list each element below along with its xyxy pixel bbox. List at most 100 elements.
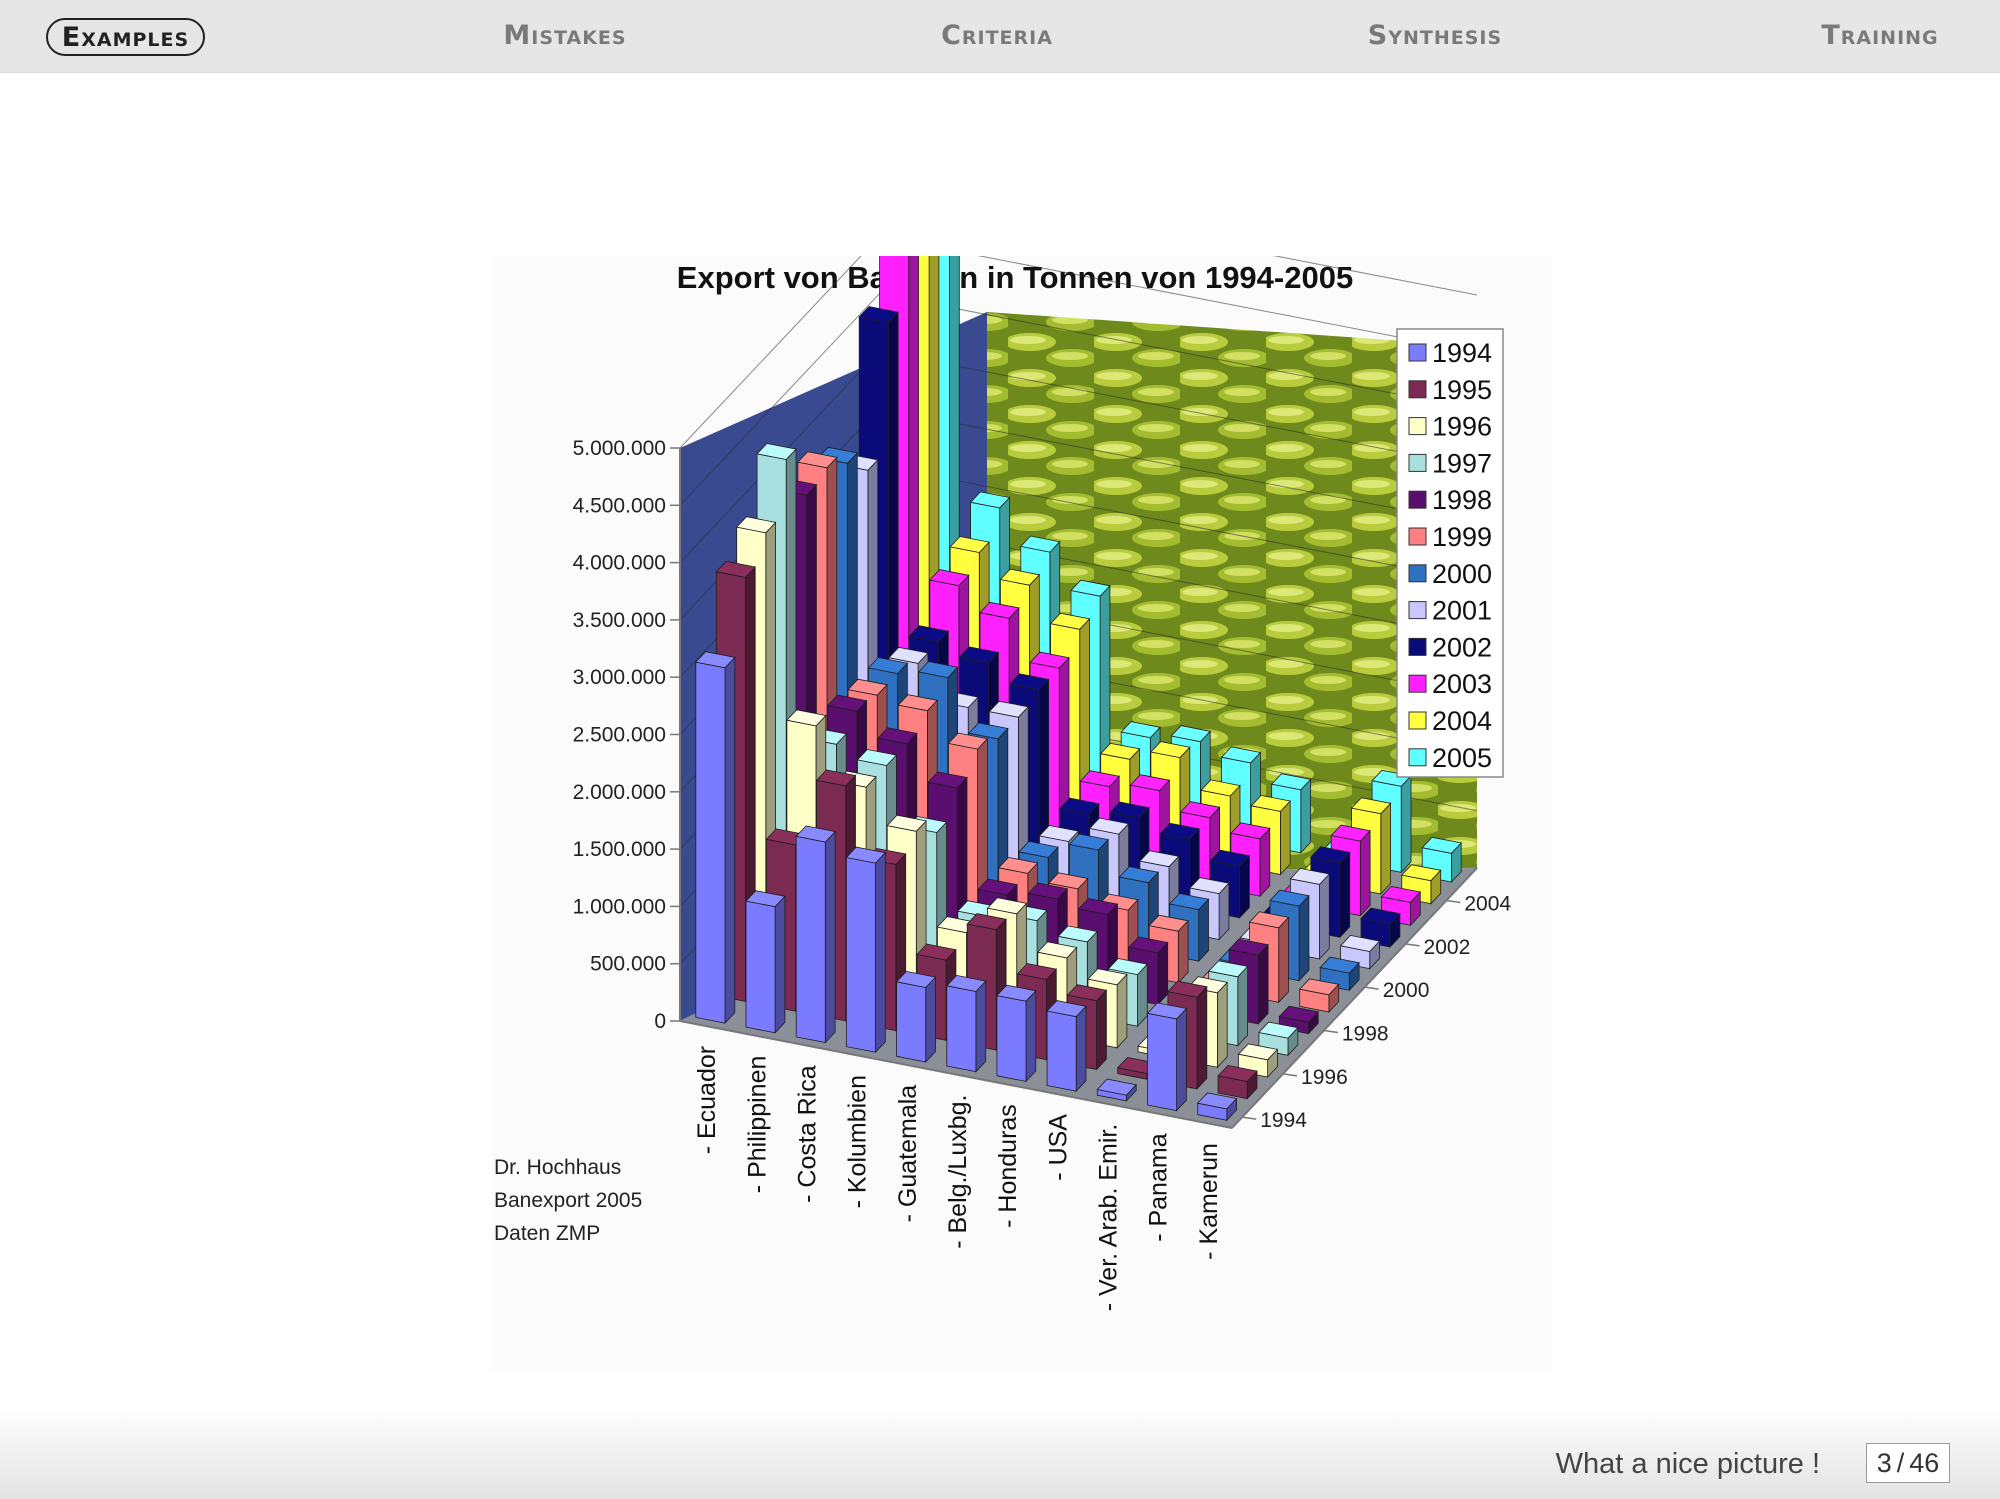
bar [745, 890, 786, 1034]
top-navigation: Examples Mistakes Criteria Synthesis Tra… [0, 0, 2000, 73]
slide-footer: What a nice picture ! 3/46 [0, 1405, 2000, 1499]
y-tick-label: 2.500.000 [573, 724, 666, 747]
chart-bars [695, 166, 1462, 1122]
y-tick-label: 0 [654, 1010, 666, 1033]
y-tick-label: 1.500.000 [573, 838, 666, 861]
z-tick-mark [1446, 899, 1461, 904]
legend-swatch [1408, 380, 1427, 399]
z-tick-label: 1994 [1260, 1109, 1307, 1132]
legend-label: 1998 [1432, 485, 1492, 515]
bar [1278, 1005, 1319, 1035]
x-axis-ticks: - Ecuador - Philippinen - Costa Rica - Kolu… [693, 1046, 1223, 1311]
legend-swatch [1408, 637, 1427, 656]
page-current: 3 [1876, 1448, 1892, 1478]
legend-swatch [1408, 674, 1427, 693]
x-tick-label: - USA [1044, 1114, 1072, 1181]
legend-label: 1999 [1432, 522, 1492, 552]
legend-label: 2001 [1432, 596, 1492, 626]
z-tick-label: 2002 [1424, 936, 1471, 959]
legend-swatch [1408, 343, 1427, 362]
x-tick-label: - Kolumbien [844, 1075, 872, 1208]
legend-label: 1996 [1432, 412, 1492, 442]
z-axis-line [1231, 867, 1478, 1129]
z-axis-ticks: 1994 1996 1998 2000 2002 2004 [1242, 893, 1511, 1132]
chart-title: Export von Bananen in Tonnen von 1994-20… [677, 260, 1353, 295]
bar [845, 846, 887, 1054]
z-tick-label: 1996 [1301, 1066, 1348, 1089]
x-tick-label: - Honduras [994, 1104, 1022, 1228]
legend-swatch [1408, 748, 1427, 767]
legend-label: 1997 [1432, 448, 1492, 478]
x-tick-label: - Costa Rica [794, 1065, 822, 1203]
legend-label: 2004 [1432, 706, 1492, 736]
y-tick-label: 500.000 [590, 953, 666, 976]
nav-tab-synthesis[interactable]: Synthesis [1367, 20, 1503, 51]
page-separator: / [1896, 1448, 1905, 1478]
legend-swatch [1408, 527, 1427, 546]
y-tick-label: 3.500.000 [573, 609, 666, 632]
z-tick-mark [1323, 1029, 1338, 1034]
y-tick-label: 5.000.000 [573, 437, 666, 460]
nav-tab-training[interactable]: Training [1821, 20, 1939, 51]
bar [1421, 836, 1462, 884]
legend-label: 1995 [1432, 375, 1492, 405]
x-tick-label: - Ecuador [693, 1046, 721, 1154]
x-tick-label: - Ver. Arab. Emir. [1095, 1124, 1123, 1312]
page-total: 46 [1909, 1448, 1940, 1478]
y-tick-label: 2.000.000 [573, 781, 666, 804]
bar [1217, 1064, 1258, 1100]
z-tick-mark [1405, 943, 1420, 947]
z-tick-label: 2004 [1464, 893, 1511, 916]
banana-export-chart-figure: Export von Bananen in Tonnen von 1994-20… [492, 166, 1552, 1372]
chart-legend: 1994 1995 1996 1997 1998 1999 2000 2001 2002 2003… [1396, 328, 1504, 778]
legend-swatch [1408, 417, 1427, 436]
bar [996, 984, 1037, 1083]
y-tick-label: 3.000.000 [573, 666, 666, 689]
page-counter: 3/46 [1866, 1443, 1950, 1483]
credit-line: Dr. Hochhaus [494, 1156, 621, 1179]
bar [895, 970, 937, 1064]
legend-label: 2000 [1432, 559, 1492, 589]
bar [1046, 1000, 1087, 1093]
x-tick-label: - Kamerun [1195, 1143, 1223, 1260]
legend-label: 2003 [1432, 669, 1492, 699]
nav-tab-mistakes[interactable]: Mistakes [503, 20, 627, 51]
credit-line: Daten ZMP [494, 1222, 600, 1245]
z-tick-label: 1998 [1342, 1023, 1389, 1046]
bar [946, 974, 987, 1073]
y-axis-ticks: 0 500.000 1.000.000 1.500.000 2.000.000 2.500… [573, 437, 680, 1033]
x-axis-line [679, 1020, 1233, 1129]
credit-line: Banexport 2005 [494, 1189, 642, 1212]
legend-box [1396, 328, 1504, 778]
legend-swatch [1408, 711, 1427, 730]
z-tick-mark [1364, 986, 1379, 990]
bar [795, 825, 836, 1044]
z-tick-mark [1282, 1073, 1298, 1077]
legend-label: 2002 [1432, 632, 1492, 662]
bar [1146, 1002, 1188, 1112]
nav-tab-examples[interactable]: Examples [46, 18, 205, 56]
nav-tab-criteria[interactable]: Criteria [941, 20, 1053, 51]
x-tick-label: - Philippinen [743, 1056, 771, 1194]
chart-svg: Export von Bananen in Tonnen von 1994-20… [494, 166, 1511, 1311]
legend-swatch [1408, 453, 1427, 472]
x-tick-label: - Belg./Luxbg. [944, 1095, 972, 1249]
x-tick-label: - Panama [1145, 1133, 1173, 1241]
y-tick-label: 4.000.000 [573, 552, 666, 575]
bar [695, 651, 736, 1025]
bar [1096, 1078, 1137, 1102]
legend-swatch [1408, 490, 1427, 509]
legend-swatch [1408, 601, 1427, 620]
bar [1380, 885, 1422, 927]
legend-label: 1994 [1432, 338, 1492, 368]
x-tick-label: - Guatemala [894, 1085, 922, 1223]
legend-swatch [1408, 564, 1427, 583]
footer-caption: What a nice picture ! [1555, 1448, 1820, 1480]
bar [1298, 978, 1340, 1014]
legend-label: 2005 [1432, 743, 1492, 773]
bar [1196, 1092, 1238, 1122]
bar [1258, 1021, 1299, 1057]
y-tick-label: 1.000.000 [573, 895, 666, 918]
y-tick-label: 4.500.000 [573, 494, 666, 517]
z-tick-label: 2000 [1383, 979, 1430, 1002]
